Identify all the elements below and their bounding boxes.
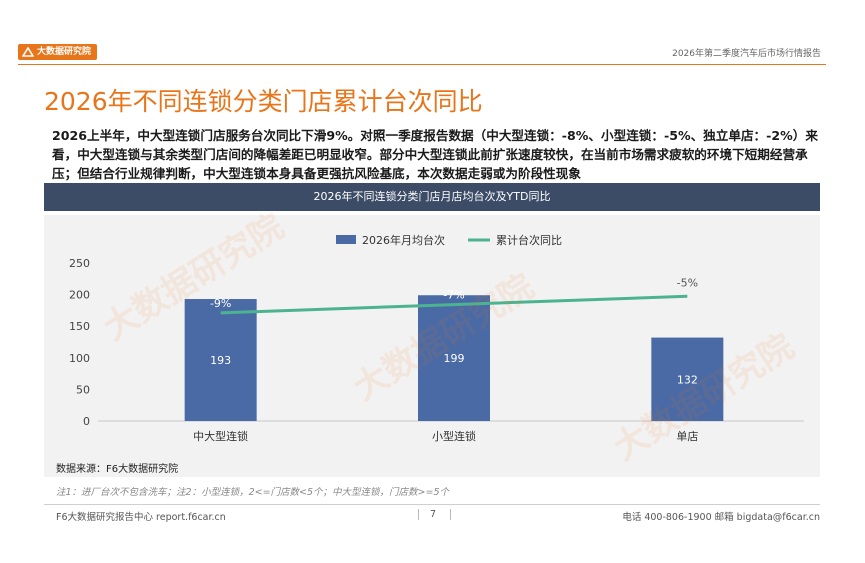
logo-text: 大数据研究院	[37, 47, 92, 57]
summary-text: 2026上半年，中大型连锁门店服务台次同比下滑9%。对照一季度报告数据（中大型连…	[52, 128, 818, 181]
chart-header: 2026年不同连锁分类门店月店均台次及YTD同比	[44, 183, 820, 211]
y-tick-label: 0	[83, 415, 90, 428]
y-tick-label: 200	[69, 289, 90, 302]
y-tick-label: 50	[76, 383, 90, 396]
series-line	[220, 294, 688, 315]
y-tick-label: 150	[69, 320, 90, 333]
top-divider	[18, 64, 826, 65]
bar	[184, 299, 257, 421]
x-tick-label: 单店	[676, 429, 698, 443]
footer-contact: 电话 400-806-1900 邮箱 bigdata@f6car.cn	[622, 512, 820, 523]
bar-data-label: 132	[677, 373, 698, 386]
top-bar: 大数据研究院 2026年第二季度汽车后市场行情报告	[0, 37, 865, 65]
footnote: 注1：进厂台次不包含洗车；注2：小型连锁，2<=门店数<5个；中大型连锁，门店数…	[56, 487, 450, 498]
legend-swatch-bar	[336, 235, 356, 244]
page-title: 2026年不同连锁分类门店累计台次同比	[44, 87, 483, 116]
legend-label-bar: 2026年月均台次	[362, 233, 445, 247]
line-data-label: -7%	[443, 289, 464, 302]
y-tick-label: 250	[69, 257, 90, 270]
bar-data-label: 199	[444, 352, 465, 365]
x-tick-label: 小型连锁	[432, 429, 476, 443]
logo-icon	[22, 47, 34, 57]
footer-separator	[450, 509, 451, 520]
brand-logo: 大数据研究院	[18, 44, 98, 60]
data-source: 数据来源：F6大数据研究院	[56, 464, 179, 475]
bar	[651, 337, 724, 421]
report-title: 2026年第二季度汽车后市场行情报告	[672, 49, 821, 59]
line-data-label: -9%	[210, 297, 231, 310]
x-tick-label: 中大型连锁	[193, 429, 248, 443]
combo-chart: 0 50 100 150 200 250 中大型连锁 小型连锁 单店 193 199 132 -9% -7…	[69, 233, 804, 443]
page-number: 7	[430, 509, 437, 520]
bar	[418, 295, 490, 421]
chart-panel: 0 50 100 150 200 250 中大型连锁 小型连锁 单店 193 199 132 -9% -7…	[44, 215, 820, 477]
bar-data-label: 193	[210, 354, 231, 367]
bottom-divider	[44, 504, 820, 505]
legend-label-line: 累计台次同比	[496, 233, 562, 247]
y-tick-label: 100	[69, 352, 90, 365]
footer-separator	[418, 509, 419, 520]
line-data-label: -5%	[677, 276, 698, 289]
footer-left: F6大数据研究报告中心 report.f6car.cn	[56, 512, 226, 523]
